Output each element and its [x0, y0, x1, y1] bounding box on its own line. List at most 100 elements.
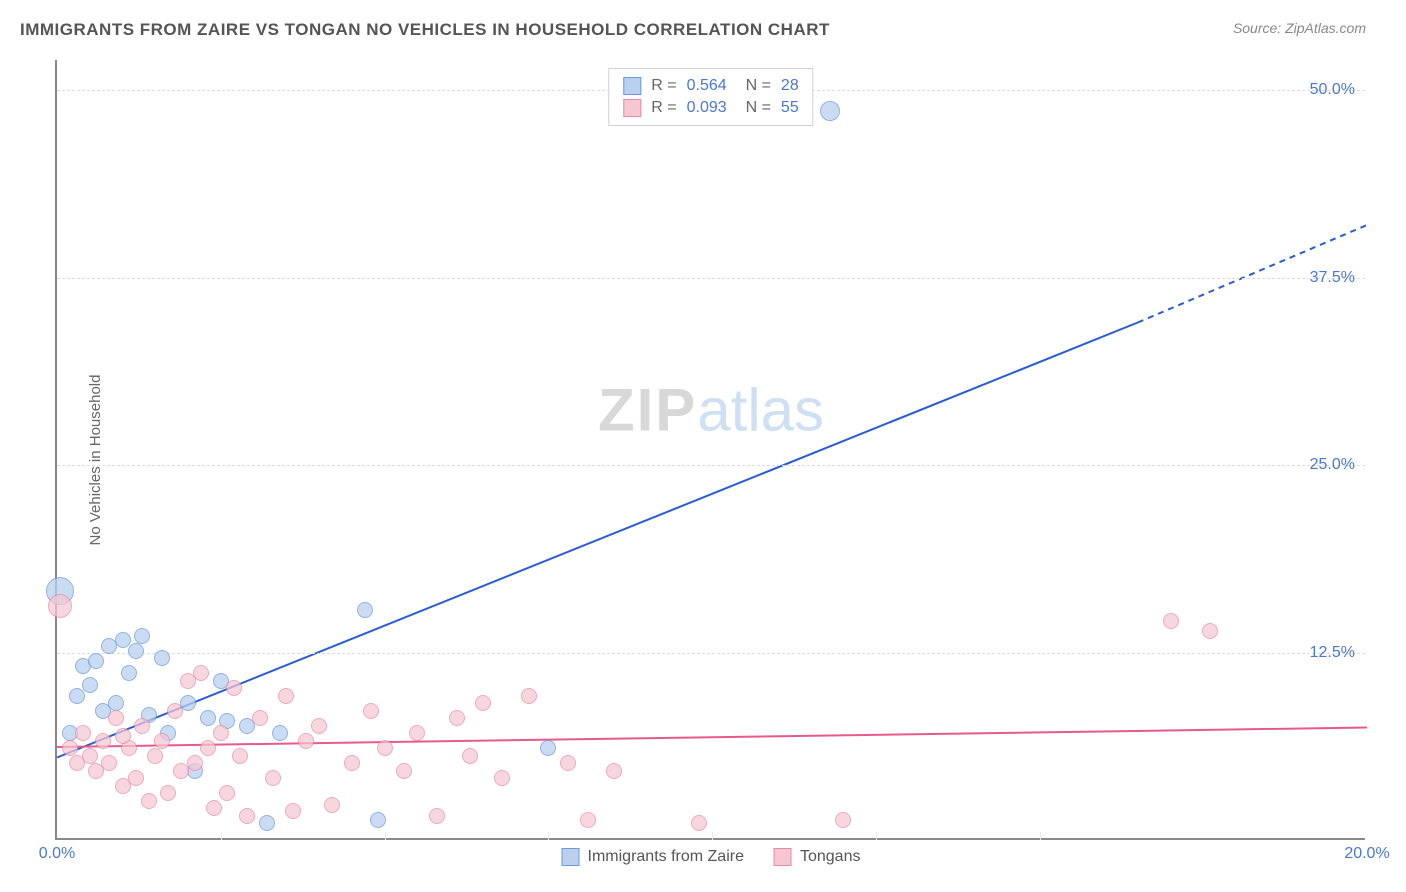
scatter-point-tongans: [226, 680, 242, 696]
scatter-point-zaire: [357, 602, 373, 618]
scatter-point-tongans: [108, 710, 124, 726]
scatter-point-tongans: [62, 740, 78, 756]
scatter-point-tongans: [187, 755, 203, 771]
scatter-point-zaire: [121, 665, 137, 681]
scatter-point-tongans: [48, 594, 72, 618]
x-tick-label: 0.0%: [39, 845, 75, 863]
scatter-point-tongans: [1202, 623, 1218, 639]
scatter-point-zaire: [540, 740, 556, 756]
scatter-point-tongans: [95, 733, 111, 749]
legend-swatch-icon: [623, 99, 641, 117]
scatter-point-zaire: [134, 628, 150, 644]
scatter-point-zaire: [128, 643, 144, 659]
legend-row-zaire: R = 0.564 N = 28: [623, 75, 798, 97]
scatter-point-zaire: [154, 650, 170, 666]
legend-swatch-icon: [774, 848, 792, 866]
legend-r-value: 0.564: [687, 77, 727, 95]
legend-n-value: 28: [781, 77, 799, 95]
scatter-point-tongans: [494, 770, 510, 786]
scatter-point-tongans: [344, 755, 360, 771]
chart-title: IMMIGRANTS FROM ZAIRE VS TONGAN NO VEHIC…: [20, 20, 830, 40]
scatter-point-zaire: [69, 688, 85, 704]
series-legend-item-tongans: Tongans: [774, 848, 861, 866]
scatter-point-tongans: [167, 703, 183, 719]
scatter-point-zaire: [259, 815, 275, 831]
legend-r-value: 0.093: [687, 99, 727, 117]
plot-area: ZIPatlas R = 0.564 N = 28R = 0.093 N = 5…: [55, 60, 1365, 840]
scatter-point-tongans: [141, 793, 157, 809]
scatter-point-tongans: [115, 728, 131, 744]
scatter-point-tongans: [200, 740, 216, 756]
scatter-point-tongans: [311, 718, 327, 734]
scatter-point-tongans: [239, 808, 255, 824]
scatter-point-zaire: [108, 695, 124, 711]
series-legend-label: Immigrants from Zaire: [588, 848, 744, 866]
chart-container: No Vehicles in Household ZIPatlas R = 0.…: [0, 50, 1406, 870]
x-tick-label: 20.0%: [1344, 845, 1389, 863]
scatter-point-zaire: [820, 101, 840, 121]
legend-swatch-icon: [623, 77, 641, 95]
scatter-point-tongans: [252, 710, 268, 726]
y-tick-label: 25.0%: [1310, 456, 1355, 474]
y-tick-label: 50.0%: [1310, 81, 1355, 99]
scatter-point-tongans: [475, 695, 491, 711]
scatter-point-tongans: [606, 763, 622, 779]
gridline-h: [57, 278, 1365, 279]
scatter-point-tongans: [82, 748, 98, 764]
gridline-v: [548, 832, 549, 840]
scatter-point-tongans: [363, 703, 379, 719]
scatter-point-tongans: [298, 733, 314, 749]
gridline-h: [57, 653, 1365, 654]
legend-r-label: R =: [651, 77, 676, 95]
y-tick-label: 12.5%: [1310, 644, 1355, 662]
scatter-point-zaire: [200, 710, 216, 726]
scatter-point-tongans: [219, 785, 235, 801]
legend-n-label: N =: [737, 99, 771, 117]
correlation-legend: R = 0.564 N = 28R = 0.093 N = 55: [608, 68, 813, 126]
scatter-point-tongans: [206, 800, 222, 816]
scatter-point-tongans: [265, 770, 281, 786]
scatter-point-tongans: [154, 733, 170, 749]
scatter-point-tongans: [429, 808, 445, 824]
gridline-v: [712, 832, 713, 840]
scatter-point-tongans: [128, 770, 144, 786]
legend-row-tongans: R = 0.093 N = 55: [623, 97, 798, 119]
y-tick-label: 37.5%: [1310, 269, 1355, 287]
gridline-v: [1040, 832, 1041, 840]
trend-line-tongans: [57, 728, 1367, 748]
scatter-point-tongans: [396, 763, 412, 779]
scatter-point-tongans: [521, 688, 537, 704]
series-legend-item-zaire: Immigrants from Zaire: [562, 848, 744, 866]
scatter-point-tongans: [147, 748, 163, 764]
trend-line-zaire: [57, 323, 1138, 758]
scatter-point-tongans: [278, 688, 294, 704]
legend-r-label: R =: [651, 99, 676, 117]
legend-n-value: 55: [781, 99, 799, 117]
gridline-v: [221, 832, 222, 840]
scatter-point-tongans: [213, 725, 229, 741]
scatter-point-tongans: [134, 718, 150, 734]
scatter-point-tongans: [449, 710, 465, 726]
scatter-point-tongans: [835, 812, 851, 828]
scatter-point-tongans: [101, 755, 117, 771]
legend-swatch-icon: [562, 848, 580, 866]
scatter-point-tongans: [232, 748, 248, 764]
scatter-point-tongans: [1163, 613, 1179, 629]
scatter-point-zaire: [272, 725, 288, 741]
scatter-point-tongans: [409, 725, 425, 741]
scatter-point-tongans: [462, 748, 478, 764]
chart-source: Source: ZipAtlas.com: [1233, 20, 1366, 36]
scatter-point-zaire: [88, 653, 104, 669]
chart-header: IMMIGRANTS FROM ZAIRE VS TONGAN NO VEHIC…: [0, 0, 1406, 50]
scatter-point-zaire: [370, 812, 386, 828]
scatter-point-tongans: [75, 725, 91, 741]
legend-n-label: N =: [737, 77, 771, 95]
scatter-point-tongans: [193, 665, 209, 681]
scatter-point-tongans: [580, 812, 596, 828]
scatter-point-tongans: [160, 785, 176, 801]
watermark: ZIPatlas: [598, 376, 824, 445]
gridline-v: [876, 832, 877, 840]
gridline-v: [385, 832, 386, 840]
scatter-point-tongans: [285, 803, 301, 819]
scatter-point-tongans: [691, 815, 707, 831]
